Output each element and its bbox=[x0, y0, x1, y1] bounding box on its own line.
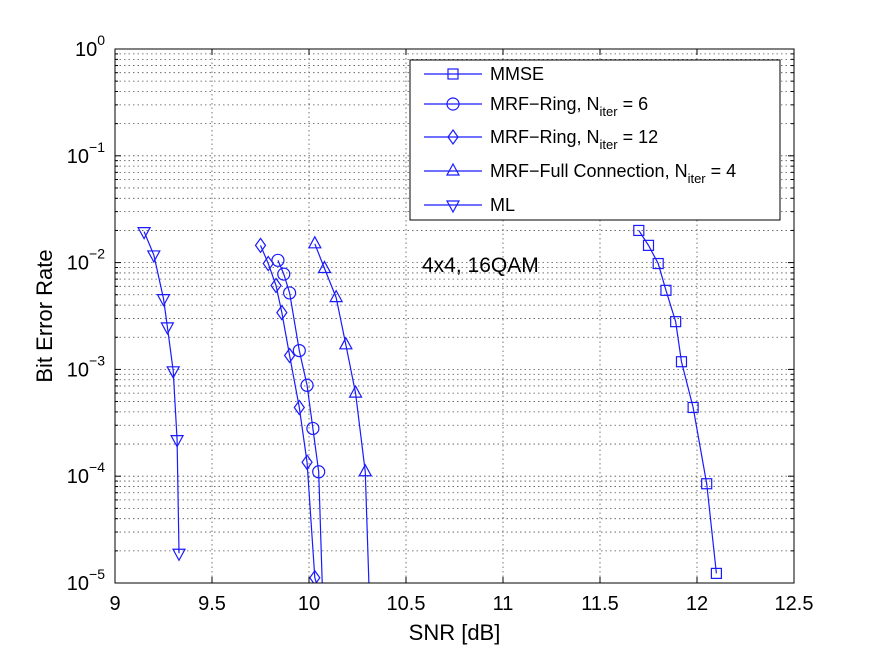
data-point-triangle-down bbox=[160, 322, 175, 336]
plot-frame bbox=[114, 48, 795, 584]
data-point-diamond bbox=[283, 347, 296, 364]
data-point-triangle-down bbox=[170, 435, 185, 448]
series-line bbox=[638, 230, 717, 574]
y-tick-label: 10−1 bbox=[67, 139, 105, 168]
data-point-triangle-up bbox=[368, 582, 370, 583]
data-point-triangle-down bbox=[166, 366, 181, 380]
series-square bbox=[633, 224, 723, 579]
legend-item: MRF−Ring, Niter = 12 bbox=[424, 127, 658, 152]
series-triangle-down bbox=[137, 227, 187, 562]
data-point-triangle-down bbox=[445, 200, 461, 214]
x-tick-label: 12 bbox=[686, 593, 708, 615]
data-point-circle bbox=[446, 97, 460, 111]
data-point-square bbox=[652, 257, 664, 270]
data-point-triangle-up bbox=[329, 289, 344, 303]
tick-layer: 9 9.5 10 10.5 11 11.5 12 12.5 10−5 10−4 10−3 10−2 10… bbox=[67, 32, 814, 615]
legend-label: MMSE bbox=[490, 64, 544, 84]
data-point-diamond bbox=[270, 277, 282, 294]
x-tick-label: 12.5 bbox=[775, 593, 814, 615]
data-point-square bbox=[710, 567, 723, 579]
data-point-circle bbox=[283, 286, 297, 300]
grid-layer bbox=[115, 49, 794, 583]
y-tick-label: 10−2 bbox=[67, 246, 105, 275]
data-point-triangle-down bbox=[172, 548, 187, 562]
data-point-square bbox=[660, 284, 672, 296]
series-line bbox=[143, 231, 180, 554]
data-point-diamond bbox=[254, 237, 267, 254]
legend-label: MRF−Ring, Niter = 6 bbox=[490, 94, 648, 119]
data-point-triangle-up bbox=[348, 384, 363, 398]
data-point-circle bbox=[300, 378, 314, 392]
chart-annotation: 4x4, 16QAM bbox=[422, 254, 539, 277]
series-triangle-up bbox=[307, 235, 373, 583]
data-point-square bbox=[670, 316, 682, 328]
series-line bbox=[259, 245, 318, 583]
y-axis-label: Bit Error Rate bbox=[32, 249, 57, 382]
series-line bbox=[277, 260, 323, 583]
series-layer bbox=[137, 224, 723, 583]
data-point-triangle-up bbox=[338, 336, 353, 350]
y-tick-label: 10−4 bbox=[67, 459, 105, 488]
legend-label: MRF−Full Connection, Niter = 4 bbox=[490, 161, 736, 186]
legend-item: ML bbox=[424, 195, 515, 215]
data-point-square bbox=[701, 478, 713, 490]
data-point-circle bbox=[292, 343, 306, 358]
data-point-circle bbox=[312, 465, 326, 479]
x-tick-label: 9.5 bbox=[198, 593, 226, 615]
series-circle bbox=[271, 253, 326, 583]
data-point-triangle-up bbox=[445, 162, 461, 176]
data-point-triangle-down bbox=[146, 250, 161, 264]
data-point-circle bbox=[277, 267, 291, 281]
data-point-triangle-up bbox=[307, 235, 322, 249]
data-point-circle bbox=[271, 253, 285, 267]
legend-box bbox=[409, 59, 781, 221]
y-tick-label: 100 bbox=[75, 32, 105, 61]
data-point-diamond bbox=[447, 128, 459, 146]
data-point-triangle-up bbox=[358, 463, 373, 477]
data-point-square bbox=[675, 356, 688, 368]
data-point-diamond bbox=[262, 255, 274, 272]
series-diamond bbox=[254, 237, 321, 583]
legend-label: MRF−Ring, Niter = 12 bbox=[490, 127, 658, 152]
x-tick-label: 11.5 bbox=[581, 593, 618, 615]
legend-item: MRF−Full Connection, Niter = 4 bbox=[424, 161, 736, 186]
data-point-triangle-down bbox=[156, 294, 171, 307]
legend: MMSE MRF−Ring, Niter = 6 MRF−Ring, Niter =… bbox=[409, 59, 781, 221]
legend-item: MMSE bbox=[424, 64, 544, 84]
data-point-square bbox=[447, 68, 459, 80]
data-point-square bbox=[633, 224, 645, 237]
data-point-triangle-down bbox=[137, 227, 152, 240]
x-tick-label: 10 bbox=[298, 593, 320, 615]
data-point-triangle-up bbox=[317, 260, 332, 274]
x-tick-label: 9 bbox=[109, 593, 120, 615]
x-axis-label: SNR [dB] bbox=[409, 620, 501, 645]
y-tick-label: 10−5 bbox=[67, 566, 105, 595]
data-point-diamond bbox=[309, 569, 321, 583]
data-point-square bbox=[642, 239, 655, 251]
y-tick-label: 10−3 bbox=[67, 352, 105, 381]
data-point-diamond bbox=[293, 399, 306, 416]
series-line bbox=[314, 243, 370, 583]
data-point-circle bbox=[306, 421, 320, 436]
data-point-square bbox=[687, 401, 699, 414]
x-tick-label: 10.5 bbox=[387, 593, 426, 615]
data-point-diamond bbox=[276, 304, 288, 321]
x-tick-label: 11 bbox=[493, 593, 514, 615]
data-point-diamond bbox=[301, 454, 313, 471]
legend-label: ML bbox=[490, 195, 515, 215]
legend-item: MRF−Ring, Niter = 6 bbox=[424, 94, 648, 119]
